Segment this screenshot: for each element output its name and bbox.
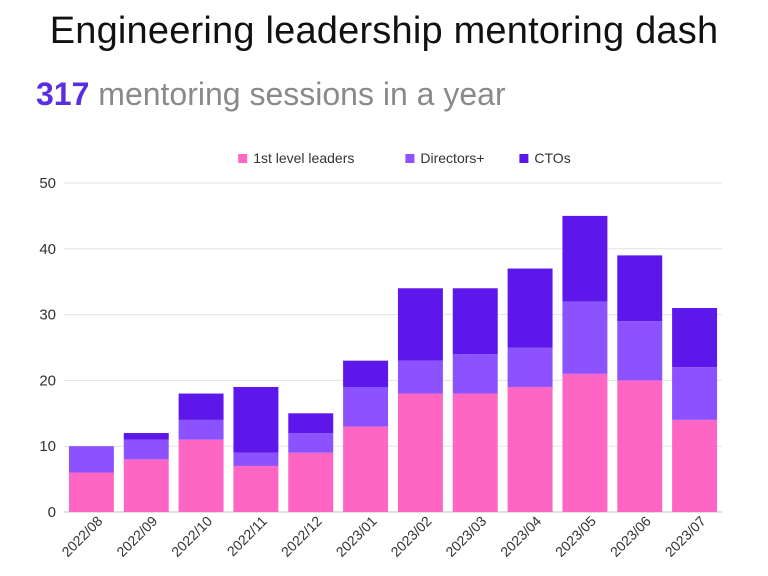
bar-segment	[178, 439, 224, 512]
bar-segment	[507, 268, 553, 348]
y-tick-label: 40	[39, 241, 56, 258]
bar-segment	[507, 347, 553, 387]
x-tick-label: 2022/09	[113, 513, 160, 560]
x-tick-label: 2023/04	[497, 513, 544, 560]
bar-segment	[288, 413, 334, 434]
bar-segment	[617, 321, 663, 381]
y-tick-label: 20	[39, 372, 56, 389]
x-tick-label: 2023/03	[442, 513, 489, 560]
bar-segment	[178, 419, 224, 440]
legend-label: 1st level leaders	[253, 150, 354, 166]
x-tick-label: 2023/02	[387, 513, 434, 560]
bar-segment	[617, 255, 663, 322]
y-tick-label: 30	[39, 307, 56, 324]
bar-segment	[672, 419, 718, 512]
sessions-summary: 317 mentoring sessions in a year	[36, 76, 506, 113]
bar-segment	[233, 465, 279, 512]
x-tick-label: 2023/05	[552, 513, 599, 560]
bar-segment	[233, 386, 279, 453]
bar-segment	[562, 373, 608, 512]
legend-swatch	[519, 154, 529, 163]
y-tick-label: 10	[39, 438, 56, 455]
sessions-text: mentoring sessions in a year	[98, 76, 506, 112]
x-tick-label: 2022/12	[278, 513, 325, 560]
legend-label: CTOs	[534, 150, 570, 166]
bar-segment	[68, 472, 114, 512]
legend-swatch	[405, 154, 415, 163]
bar-segment	[288, 452, 334, 512]
bar-segment	[123, 433, 169, 440]
bar-segment	[397, 393, 443, 512]
bar-segment	[452, 393, 498, 512]
bar-segment	[672, 308, 718, 368]
bar-segment	[233, 452, 279, 466]
bar-segment	[562, 215, 608, 302]
bar-segment	[452, 288, 498, 355]
x-tick-label: 2023/01	[333, 513, 380, 560]
x-tick-label: 2022/11	[224, 513, 271, 560]
bar-segment	[123, 439, 169, 460]
bar-segment	[562, 301, 608, 374]
x-tick-label: 2023/07	[662, 513, 709, 560]
x-tick-label: 2022/08	[58, 513, 105, 560]
bar-segment	[288, 433, 334, 453]
bar-segment	[343, 360, 389, 387]
bar-segment	[397, 360, 443, 394]
y-tick-label: 0	[48, 504, 56, 521]
bar-segment	[343, 386, 389, 427]
bar-segment	[507, 386, 553, 512]
page-title: Engineering leadership mentoring dash	[49, 10, 719, 52]
x-tick-label: 2022/10	[168, 513, 215, 560]
bar-segment	[617, 380, 663, 512]
bar-segment	[343, 426, 389, 512]
legend-label: Directors+	[420, 150, 484, 166]
sessions-count: 317	[36, 76, 90, 112]
bar-segment	[672, 367, 718, 420]
x-tick-label: 2023/06	[607, 513, 654, 560]
bar-segment	[397, 288, 443, 361]
bar-segment	[178, 393, 224, 420]
bar-segment	[123, 459, 169, 512]
legend-swatch	[238, 154, 248, 163]
y-tick-label: 50	[39, 175, 56, 192]
bar-segment	[68, 446, 114, 473]
bar-segment	[452, 354, 498, 394]
